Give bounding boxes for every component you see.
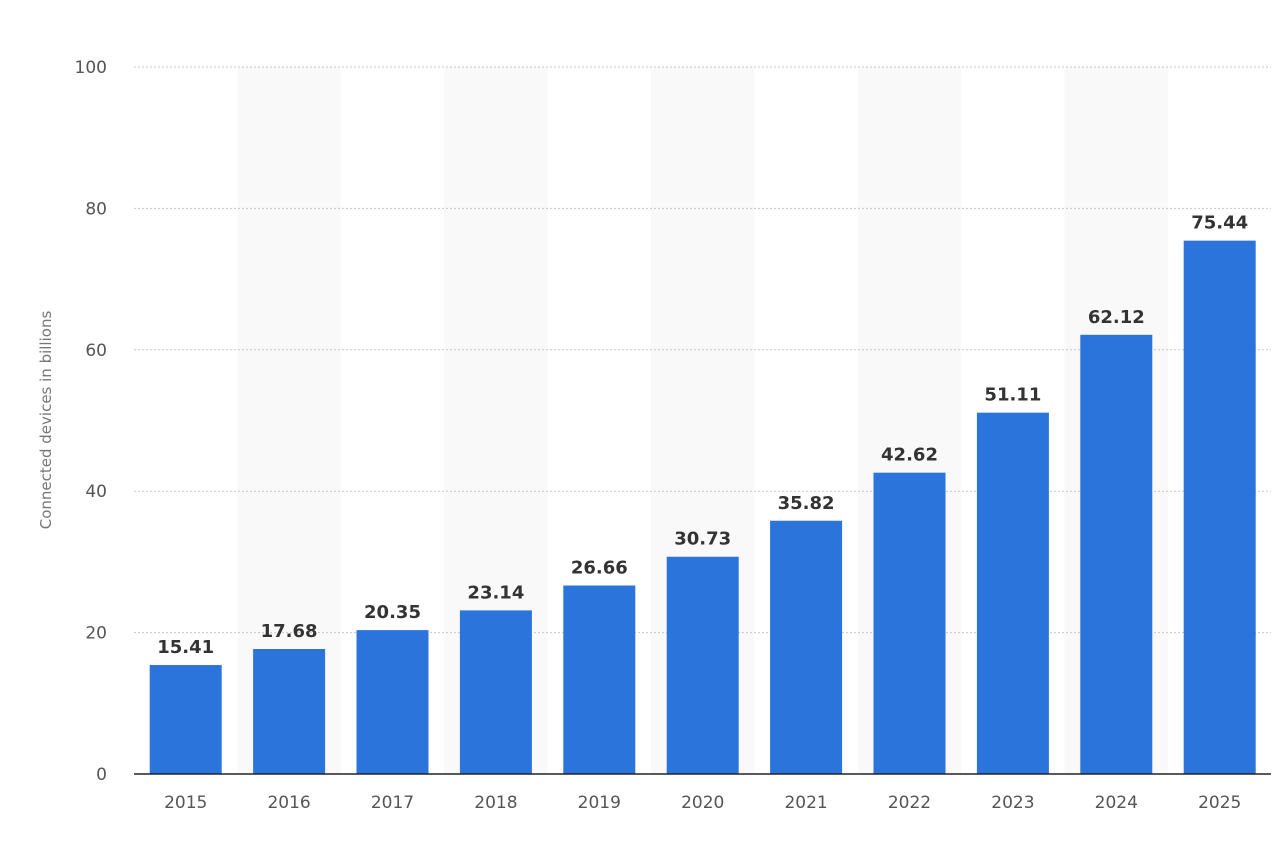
x-tick-label: 2017 <box>371 793 414 813</box>
data-label: 51.11 <box>984 385 1041 406</box>
y-tick-label: 20 <box>85 624 107 644</box>
data-label: 23.14 <box>467 582 524 603</box>
x-tick-label: 2023 <box>991 793 1034 813</box>
bar <box>666 556 739 774</box>
bar <box>770 520 843 774</box>
x-tick-label: 2018 <box>474 793 517 813</box>
y-axis: 0 20 40 60 80 100 <box>75 58 107 785</box>
x-tick-label: 2015 <box>164 793 207 813</box>
data-label: 62.12 <box>1088 307 1145 328</box>
bar <box>873 472 946 774</box>
bar <box>563 585 636 774</box>
data-label: 15.41 <box>157 637 214 658</box>
data-label: 35.82 <box>778 493 835 514</box>
bar <box>253 649 326 774</box>
x-tick-label: 2024 <box>1095 793 1138 813</box>
y-axis-title: Connected devices in billions <box>37 311 55 530</box>
bar <box>1183 240 1256 774</box>
data-label: 75.44 <box>1191 213 1248 234</box>
x-tick-label: 2016 <box>267 793 310 813</box>
bar <box>356 630 429 774</box>
bar <box>976 412 1049 774</box>
bar <box>149 665 222 774</box>
data-label: 42.62 <box>881 445 938 466</box>
x-tick-label: 2020 <box>681 793 724 813</box>
y-tick-label: 0 <box>96 765 107 785</box>
x-tick-label: 2022 <box>888 793 931 813</box>
bar <box>459 610 532 774</box>
y-tick-label: 40 <box>85 482 107 502</box>
y-tick-label: 80 <box>85 199 107 219</box>
x-tick-label: 2021 <box>784 793 827 813</box>
x-tick-label: 2019 <box>578 793 621 813</box>
bar <box>1080 334 1153 774</box>
data-label: 20.35 <box>364 602 421 623</box>
y-tick-label: 100 <box>75 58 107 78</box>
x-tick-label: 2025 <box>1198 793 1241 813</box>
data-label: 17.68 <box>261 621 318 642</box>
data-labels: 15.41 17.68 20.35 23.14 26.66 30.73 35.82 42.62… <box>157 213 1248 658</box>
x-axis: 2015 2016 2017 2018 2019 2020 2021 2022 2023 2024… <box>134 773 1271 813</box>
data-label: 26.66 <box>571 558 628 579</box>
bars <box>149 240 1256 774</box>
y-tick-label: 60 <box>85 341 107 361</box>
data-label: 30.73 <box>674 529 731 550</box>
